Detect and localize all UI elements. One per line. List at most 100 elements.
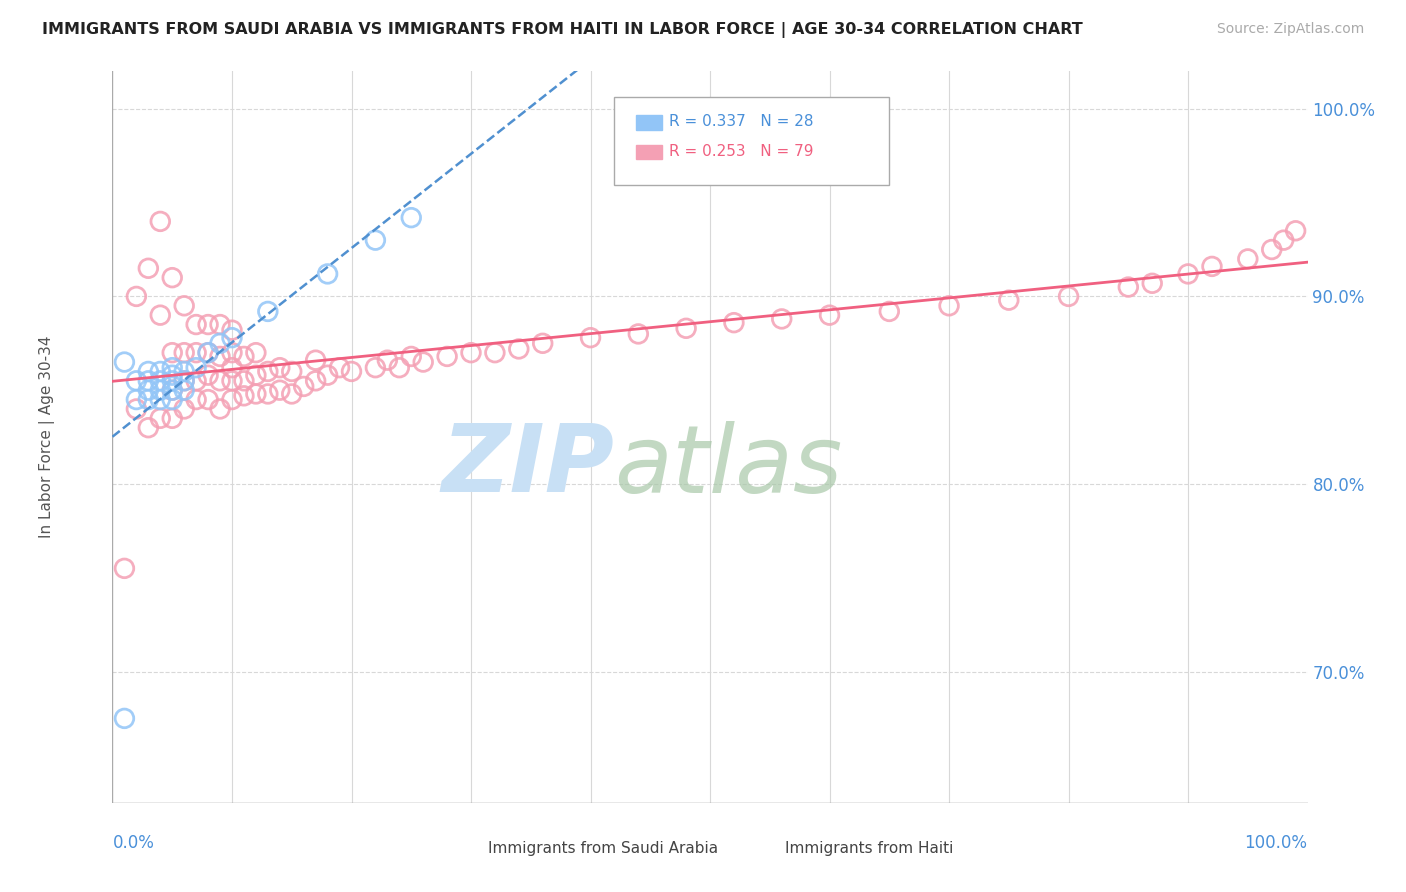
Point [316, 368, 339, 383]
Point [675, 321, 697, 335]
Text: IMMIGRANTS FROM SAUDI ARABIA VS IMMIGRANTS FROM HAITI IN LABOR FORCE | AGE 30-34: IMMIGRANTS FROM SAUDI ARABIA VS IMMIGRAN… [42, 22, 1083, 38]
Point [818, 308, 841, 322]
Point [125, 392, 148, 407]
Point [364, 360, 387, 375]
Point [173, 374, 195, 388]
Point [162, 383, 183, 397]
Point [186, 374, 208, 388]
Point [340, 364, 363, 378]
Point [162, 270, 183, 285]
Point [186, 345, 208, 359]
Point [770, 312, 793, 326]
Point [149, 411, 172, 425]
Point [149, 214, 172, 228]
Text: Source: ZipAtlas.com: Source: ZipAtlas.com [1216, 22, 1364, 37]
Point [269, 360, 291, 375]
Text: R = 0.253   N = 79: R = 0.253 N = 79 [669, 144, 814, 159]
Point [233, 350, 256, 364]
Point [412, 355, 434, 369]
Point [221, 331, 243, 345]
Point [197, 368, 219, 383]
Point [162, 411, 183, 425]
Text: 100.0%: 100.0% [1244, 833, 1308, 852]
Point [173, 383, 195, 397]
Point [305, 374, 328, 388]
Point [281, 387, 304, 401]
Point [1201, 260, 1223, 274]
Point [221, 374, 243, 388]
Point [401, 350, 423, 364]
Point [364, 233, 387, 247]
Point [221, 345, 243, 359]
Point [257, 387, 280, 401]
Point [1285, 224, 1308, 238]
Point [1261, 243, 1284, 257]
Point [162, 383, 183, 397]
Point [1057, 289, 1080, 303]
Text: R = 0.337   N = 28: R = 0.337 N = 28 [669, 114, 814, 129]
Bar [636, 145, 662, 159]
Point [627, 326, 650, 341]
Point [292, 379, 315, 393]
Point [221, 323, 243, 337]
Point [221, 360, 243, 375]
Point [162, 368, 183, 383]
Point [209, 401, 232, 416]
Point [245, 345, 267, 359]
Point [149, 392, 172, 407]
Point [460, 345, 482, 359]
Point [197, 345, 219, 359]
Point [1237, 252, 1260, 266]
Point [125, 374, 148, 388]
Point [138, 374, 160, 388]
Point [162, 392, 183, 407]
Point [579, 331, 602, 345]
Point [173, 374, 195, 388]
Point [388, 360, 411, 375]
Point [162, 374, 183, 388]
Point [114, 561, 135, 575]
Bar [752, 841, 778, 855]
Point [149, 383, 172, 397]
Text: Immigrants from Saudi Arabia: Immigrants from Saudi Arabia [488, 840, 718, 855]
Point [484, 345, 506, 359]
Point [149, 364, 172, 378]
Point [377, 353, 399, 368]
Bar [636, 115, 662, 130]
Point [209, 374, 232, 388]
Point [209, 318, 232, 332]
Point [138, 392, 160, 407]
Point [938, 299, 960, 313]
Point [114, 711, 135, 725]
Point [316, 267, 339, 281]
Point [1118, 280, 1140, 294]
Point [186, 392, 208, 407]
Text: Immigrants from Haiti: Immigrants from Haiti [786, 840, 953, 855]
Point [173, 345, 195, 359]
Point [186, 318, 208, 332]
Point [173, 299, 195, 313]
Point [269, 383, 291, 397]
Point [173, 364, 195, 378]
Text: 0.0%: 0.0% [112, 833, 155, 852]
Point [257, 364, 280, 378]
Point [401, 211, 423, 225]
Point [138, 261, 160, 276]
Point [245, 387, 267, 401]
Point [138, 420, 160, 434]
Point [723, 316, 745, 330]
Point [221, 392, 243, 407]
Bar [453, 841, 479, 855]
Point [305, 353, 328, 368]
Text: atlas: atlas [614, 421, 842, 512]
Point [233, 374, 256, 388]
Point [149, 308, 172, 322]
Point [138, 364, 160, 378]
Point [1177, 267, 1199, 281]
Point [508, 342, 530, 356]
Point [162, 360, 183, 375]
Point [149, 374, 172, 388]
Point [173, 401, 195, 416]
Point [879, 304, 901, 318]
Point [233, 389, 256, 403]
